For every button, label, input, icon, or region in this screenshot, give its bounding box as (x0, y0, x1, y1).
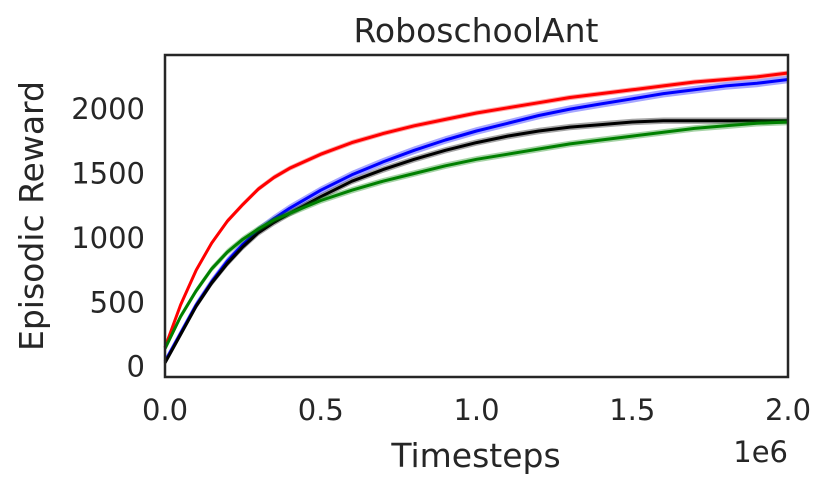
series-2-band (165, 117, 788, 367)
series-3-line (163, 120, 789, 350)
x-axis-label: Timesteps (390, 436, 560, 475)
series-0-line (163, 71, 789, 348)
plot-frame (163, 53, 790, 379)
y-tick-label: 0 (127, 350, 145, 384)
series-2-line (163, 119, 788, 364)
y-tick-label: 1500 (71, 156, 145, 190)
y-tick-labels: 0 500 1000 1500 2000 (71, 92, 145, 384)
series-1-band (165, 75, 788, 366)
y-tick-label: 1000 (71, 221, 145, 255)
chart-title: RoboschoolAnt (353, 11, 598, 50)
x-tick-label: 1.0 (453, 393, 499, 427)
y-tick-label: 2000 (71, 92, 145, 126)
x-tick-labels: 0.0 0.5 1.0 1.5 2.0 (142, 393, 811, 427)
y-axis-label: Episodic Reward (12, 81, 51, 351)
x-tick-label: 1.5 (609, 393, 655, 427)
series-layer (163, 70, 789, 367)
y-tick-label: 500 (90, 285, 145, 319)
x-tick-label: 0.5 (298, 393, 344, 427)
x-tick-label: 2.0 (765, 393, 811, 427)
x-tick-label: 0.0 (142, 393, 188, 427)
x-offset-label: 1e6 (733, 435, 788, 469)
series-1-line (163, 78, 789, 363)
